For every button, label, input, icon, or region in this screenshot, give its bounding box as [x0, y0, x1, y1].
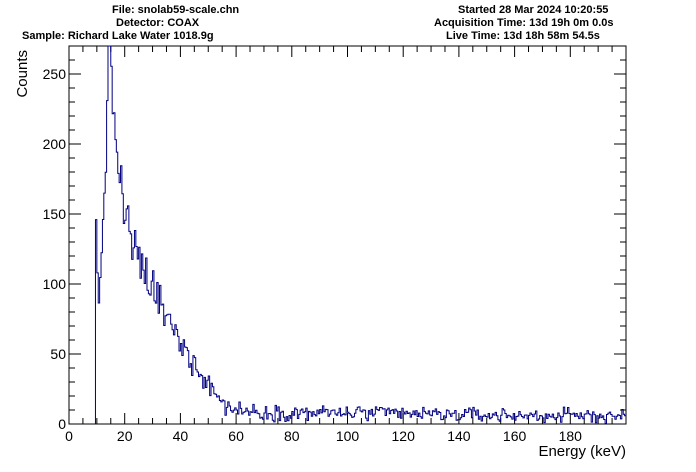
axis-tick-labels: 0 20 40 60 80 100 120 140 160 180 0 50 100 150 200 250 [43, 66, 583, 444]
x-tick-label: 80 [284, 428, 300, 444]
x-tick-label: 140 [447, 428, 471, 444]
x-tick-label: 60 [228, 428, 244, 444]
x-tick-label: 180 [559, 428, 583, 444]
x-tick-label: 40 [173, 428, 189, 444]
axis-ticks [68, 45, 627, 425]
y-tick-label: 100 [43, 276, 67, 292]
x-tick-label: 0 [65, 428, 73, 444]
y-tick-label: 250 [43, 66, 67, 82]
header-started: Started 28 Mar 2024 10:20:55 [458, 4, 609, 16]
header-detector: Detector: COAX [116, 17, 200, 29]
y-tick-label: 150 [43, 206, 67, 222]
y-axis-title: Counts [14, 50, 31, 98]
y-tick-label: 0 [58, 416, 66, 432]
x-axis-title: Energy (keV) [538, 443, 626, 460]
x-tick-label: 160 [503, 428, 527, 444]
plot-frame [68, 45, 627, 425]
x-tick-label: 20 [117, 428, 133, 444]
header-acquisition-time: Acquisition Time: 13d 19h 0m 0.0s [434, 17, 614, 29]
header-sample: Sample: Richard Lake Water 1018.9g [22, 30, 214, 42]
x-tick-label: 120 [392, 428, 416, 444]
header-live-time: Live Time: 13d 18h 58m 54.5s [446, 30, 600, 42]
x-tick-label: 100 [336, 428, 360, 444]
header-file: File: snolab59-scale.chn [112, 4, 240, 16]
y-tick-label: 200 [43, 136, 67, 152]
y-tick-label: 50 [50, 346, 66, 362]
spectrum-histogram-line [94, 45, 626, 424]
